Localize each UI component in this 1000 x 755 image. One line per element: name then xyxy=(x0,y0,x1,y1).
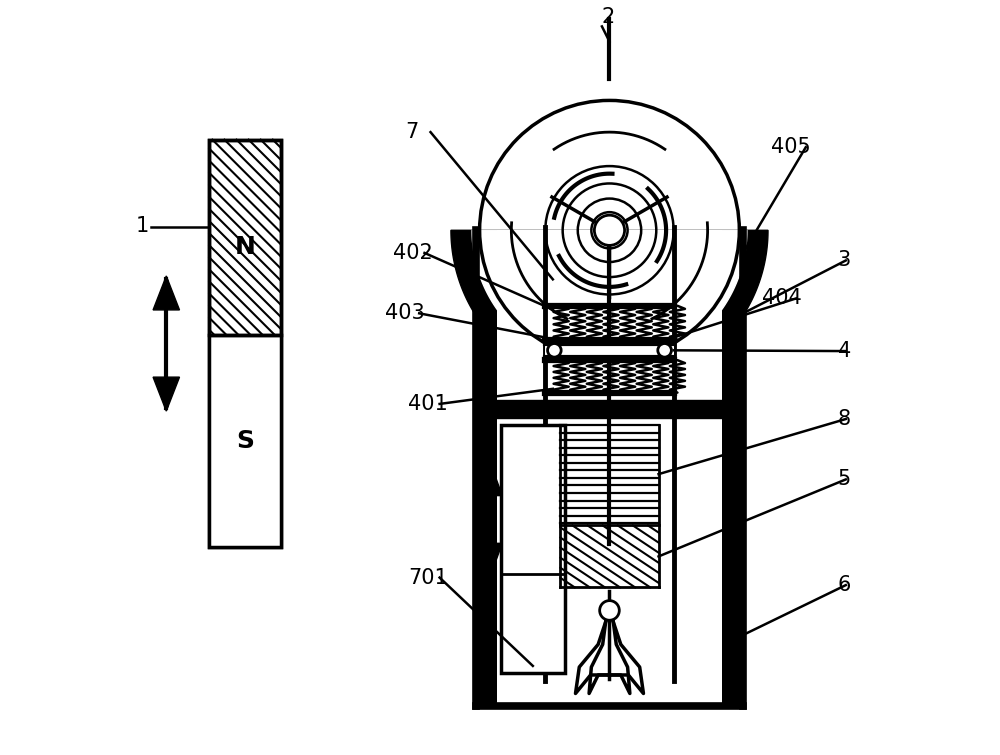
Text: 1: 1 xyxy=(136,217,149,236)
Bar xyxy=(209,140,281,547)
Bar xyxy=(497,230,722,685)
Text: 8: 8 xyxy=(838,409,851,429)
Text: 7: 7 xyxy=(406,122,419,142)
Text: S: S xyxy=(236,430,254,453)
Text: 4: 4 xyxy=(838,341,851,361)
Text: 701: 701 xyxy=(408,568,448,587)
Circle shape xyxy=(594,215,625,245)
FancyArrow shape xyxy=(483,468,502,495)
Bar xyxy=(497,685,722,706)
Text: 3: 3 xyxy=(838,251,851,270)
Text: 6: 6 xyxy=(838,575,851,595)
Text: N: N xyxy=(235,236,256,259)
Polygon shape xyxy=(451,230,768,389)
Text: 405: 405 xyxy=(771,137,811,157)
Text: 403: 403 xyxy=(385,304,425,323)
Text: 402: 402 xyxy=(393,243,433,263)
Circle shape xyxy=(548,344,561,357)
Text: 401: 401 xyxy=(408,394,448,414)
Circle shape xyxy=(600,601,619,621)
Bar xyxy=(209,335,281,547)
FancyArrow shape xyxy=(483,544,502,571)
Polygon shape xyxy=(472,230,747,368)
Bar xyxy=(560,525,659,587)
FancyArrow shape xyxy=(153,276,180,310)
Bar xyxy=(209,140,281,335)
FancyArrow shape xyxy=(153,377,180,411)
Bar xyxy=(476,230,743,706)
Text: 2: 2 xyxy=(602,7,615,26)
Text: 404: 404 xyxy=(762,288,802,308)
Bar xyxy=(501,425,565,673)
Bar xyxy=(545,344,674,357)
Text: 5: 5 xyxy=(838,470,851,489)
Circle shape xyxy=(658,344,671,357)
